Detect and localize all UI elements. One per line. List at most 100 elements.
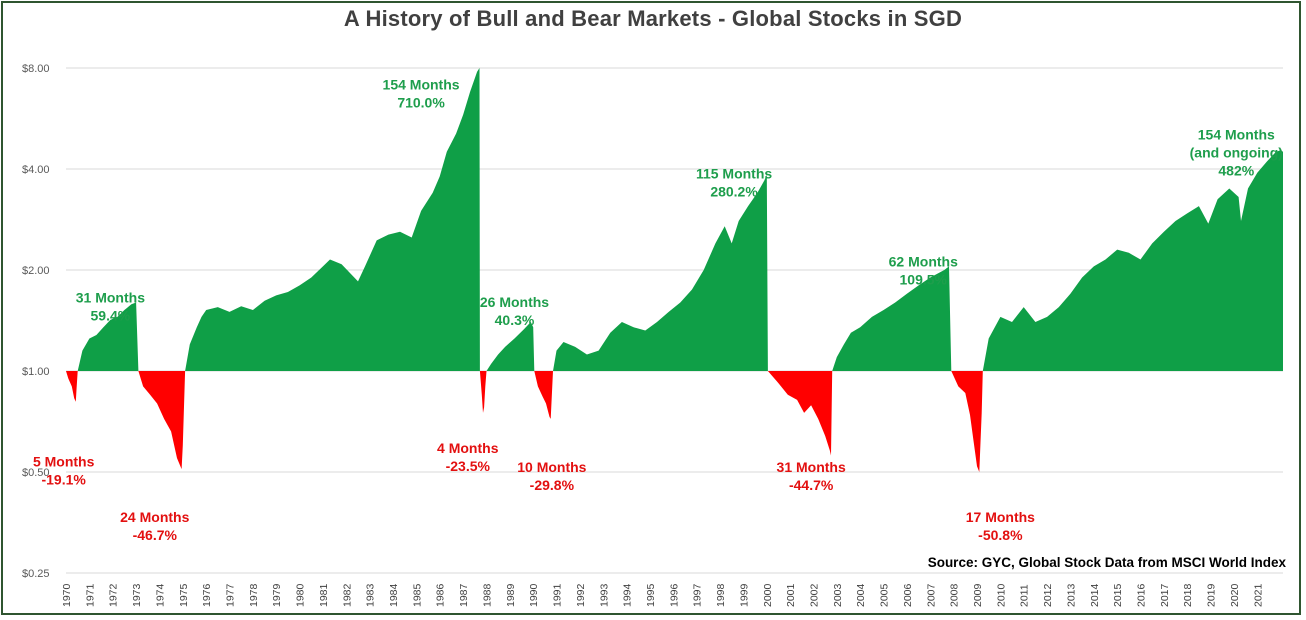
bear-market-area-4 [479, 371, 487, 413]
bull-market-area-1 [77, 302, 139, 371]
x-tick-label: 1990 [528, 583, 540, 607]
x-tick-label: 1992 [575, 583, 587, 607]
x-tick-label: 1981 [318, 583, 330, 607]
bull-annotation-line: 109.5% [900, 271, 948, 287]
bull-annotation-line: 154 Months [383, 77, 460, 93]
bear-annotation-line: -29.8% [530, 477, 575, 493]
x-tick-label: 2020 [1229, 583, 1241, 607]
x-tick-label: 2002 [808, 583, 820, 607]
bull-annotation-line: 115 Months [696, 165, 772, 181]
x-tick-label: 2004 [855, 583, 867, 607]
bull-annotation-line: 59.4% [91, 308, 131, 324]
x-tick-label: 2012 [1042, 583, 1054, 607]
area-layer [66, 68, 1283, 472]
x-tick-label: 2016 [1136, 583, 1148, 607]
bull-annotation-line: 31 Months [76, 290, 145, 306]
bear-annotation-line: 31 Months [777, 459, 846, 475]
x-tick-label: 2017 [1159, 583, 1171, 607]
x-tick-label: 2013 [1065, 583, 1077, 607]
x-tick-label: 2014 [1089, 583, 1101, 607]
x-tick-label: 1976 [201, 583, 213, 607]
x-tick-label: 2007 [925, 583, 937, 607]
bear-annotation-line: 4 Months [437, 440, 499, 456]
x-tick-label: 2011 [1019, 584, 1031, 607]
bull-annotation-line: 154 Months [1198, 126, 1275, 142]
x-tick-label: 1985 [411, 583, 423, 607]
x-tick-label: 2021 [1252, 583, 1264, 607]
x-tick-label: 1971 [84, 583, 96, 607]
x-axis-ticks: 1970 1971 1972 1973 1974 1975 1976 1977 1978 1979… [61, 583, 1264, 607]
y-tick-label: $2.00 [22, 265, 50, 277]
bear-annotation-line: 24 Months [120, 509, 189, 525]
x-tick-label: 1996 [668, 583, 680, 607]
annotations: 31 Months 59.4% 154 Months 710.0% 26 Months 4… [33, 77, 1283, 543]
bear-annotation-line: 10 Months [517, 459, 586, 475]
bull-market-area-3 [185, 68, 480, 371]
x-tick-label: 2005 [879, 583, 891, 607]
chart-title: A History of Bull and Bear Markets - Glo… [343, 6, 963, 31]
bear-market-area-6 [534, 371, 553, 419]
y-tick-label: $0.50 [22, 467, 50, 479]
bull-annotation-line: 710.0% [397, 95, 445, 111]
bull-market-area-11 [982, 150, 1283, 371]
bull-market-area-9 [832, 266, 952, 371]
x-tick-label: 1974 [154, 583, 166, 607]
x-tick-label: 2018 [1182, 583, 1194, 607]
bull-annotation-line: 26 Months [480, 294, 549, 310]
bull-market-area-5 [486, 322, 535, 371]
bear-annotation-line: -50.8% [978, 527, 1023, 543]
bull-market-area-7 [553, 174, 768, 371]
x-tick-label: 1978 [248, 583, 260, 607]
x-tick-label: 2006 [902, 583, 914, 607]
x-tick-label: 1994 [622, 583, 634, 607]
y-tick-label: $4.00 [22, 164, 50, 176]
bear-market-area-10 [951, 371, 983, 472]
x-tick-label: 1998 [715, 583, 727, 607]
bear-annotation-line: 5 Months [33, 453, 95, 469]
x-tick-label: 1987 [458, 583, 470, 607]
x-tick-label: 1986 [435, 583, 447, 607]
x-tick-label: 1972 [108, 583, 120, 607]
bull-annotation-line: 482% [1218, 162, 1254, 178]
y-tick-label: $1.00 [22, 366, 50, 378]
y-tick-label: $8.00 [22, 63, 50, 75]
bear-annotation-line: -23.5% [446, 458, 491, 474]
x-tick-label: 2008 [949, 583, 961, 607]
x-tick-label: 1973 [131, 583, 143, 607]
x-tick-label: 1975 [178, 583, 190, 607]
bear-annotation-line: -44.7% [789, 477, 834, 493]
x-tick-label: 1982 [341, 583, 353, 607]
bull-annotation-line: 280.2% [710, 183, 758, 199]
x-tick-label: 2001 [785, 583, 797, 607]
bear-market-area-8 [767, 371, 833, 456]
y-axis-ticks: $8.00 $4.00 $2.00 $1.00 $0.50 $0.25 [22, 63, 50, 580]
bull-annotation-line: (and ongoing) [1190, 144, 1283, 160]
x-tick-label: 1970 [61, 583, 73, 607]
x-tick-label: 1991 [552, 583, 564, 607]
x-tick-label: 1988 [481, 583, 493, 607]
x-tick-label: 2009 [972, 583, 984, 607]
x-tick-label: 1979 [271, 583, 283, 607]
x-tick-label: 2000 [762, 583, 774, 607]
x-tick-label: 2019 [1206, 583, 1218, 607]
source-note: Source: GYC, Global Stock Data from MSCI… [927, 555, 1286, 570]
x-tick-label: 1977 [225, 583, 237, 607]
x-tick-label: 1995 [645, 583, 657, 607]
bull-annotation-line: 62 Months [889, 253, 958, 269]
x-tick-label: 1983 [365, 583, 377, 607]
y-tick-label: $0.25 [22, 568, 50, 580]
bear-annotation-line: -46.7% [133, 527, 178, 543]
x-tick-label: 1993 [598, 583, 610, 607]
bear-market-area-0 [66, 371, 78, 402]
x-tick-label: 2010 [995, 583, 1007, 607]
x-tick-label: 1999 [738, 583, 750, 607]
x-tick-label: 1980 [295, 583, 307, 607]
x-tick-label: 2003 [832, 583, 844, 607]
bear-annotation-line: 17 Months [966, 509, 1035, 525]
bear-market-area-2 [138, 371, 186, 470]
x-tick-label: 1984 [388, 583, 400, 607]
x-tick-label: 2015 [1112, 583, 1124, 607]
bear-annotation-line: -19.1% [41, 471, 86, 487]
x-tick-label: 1997 [692, 583, 704, 607]
